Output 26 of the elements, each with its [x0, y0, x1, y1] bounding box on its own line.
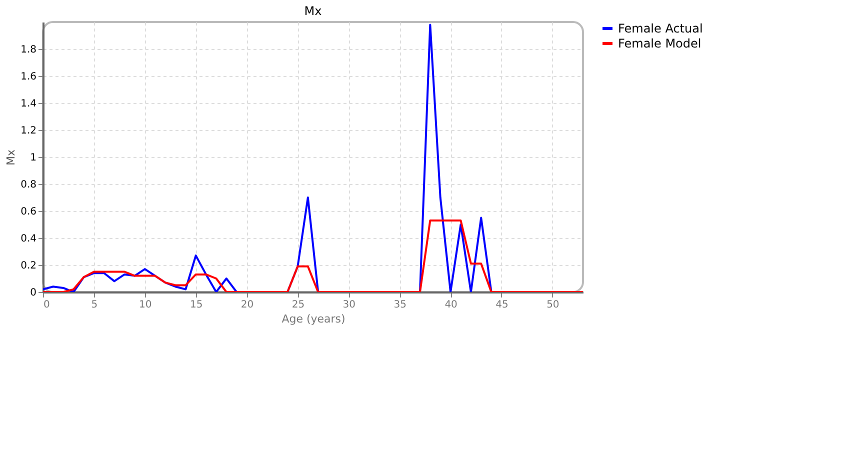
x-tick-label: 30: [342, 300, 356, 310]
x-tick-label: 15: [190, 300, 203, 310]
y-tick-label: 0: [30, 288, 36, 298]
y-axis-title: Mx: [4, 149, 18, 166]
x-tick-label: 40: [444, 300, 458, 310]
y-tick-label: 0.6: [20, 206, 36, 218]
x-tick-label: 10: [139, 300, 152, 310]
y-tick-label: 0.8: [20, 180, 36, 190]
y-tick-label: 0.2: [20, 260, 36, 272]
y-tick-label: 1: [30, 152, 36, 164]
y-tick-label: 0.4: [20, 234, 36, 244]
x-tick-label: 35: [394, 300, 406, 310]
x-tick-label: 50: [546, 300, 560, 310]
y-tick-label: 1.6: [20, 72, 36, 82]
legend-label: Female Actual: [618, 22, 703, 36]
x-tick-label: 45: [496, 300, 508, 310]
x-tick-label: 0: [44, 300, 50, 310]
y-tick-label: 1.8: [20, 44, 36, 56]
x-tick-label: 20: [240, 300, 254, 310]
x-tick-label: 5: [91, 300, 98, 310]
x-axis-title: Age (years): [282, 312, 346, 326]
x-tick-label: 25: [292, 300, 305, 310]
y-tick-label: 1.4: [20, 98, 36, 110]
y-tick-label: 1.2: [20, 126, 36, 136]
chart-title: Mx: [304, 4, 322, 18]
legend-label: Female Model: [618, 36, 702, 50]
